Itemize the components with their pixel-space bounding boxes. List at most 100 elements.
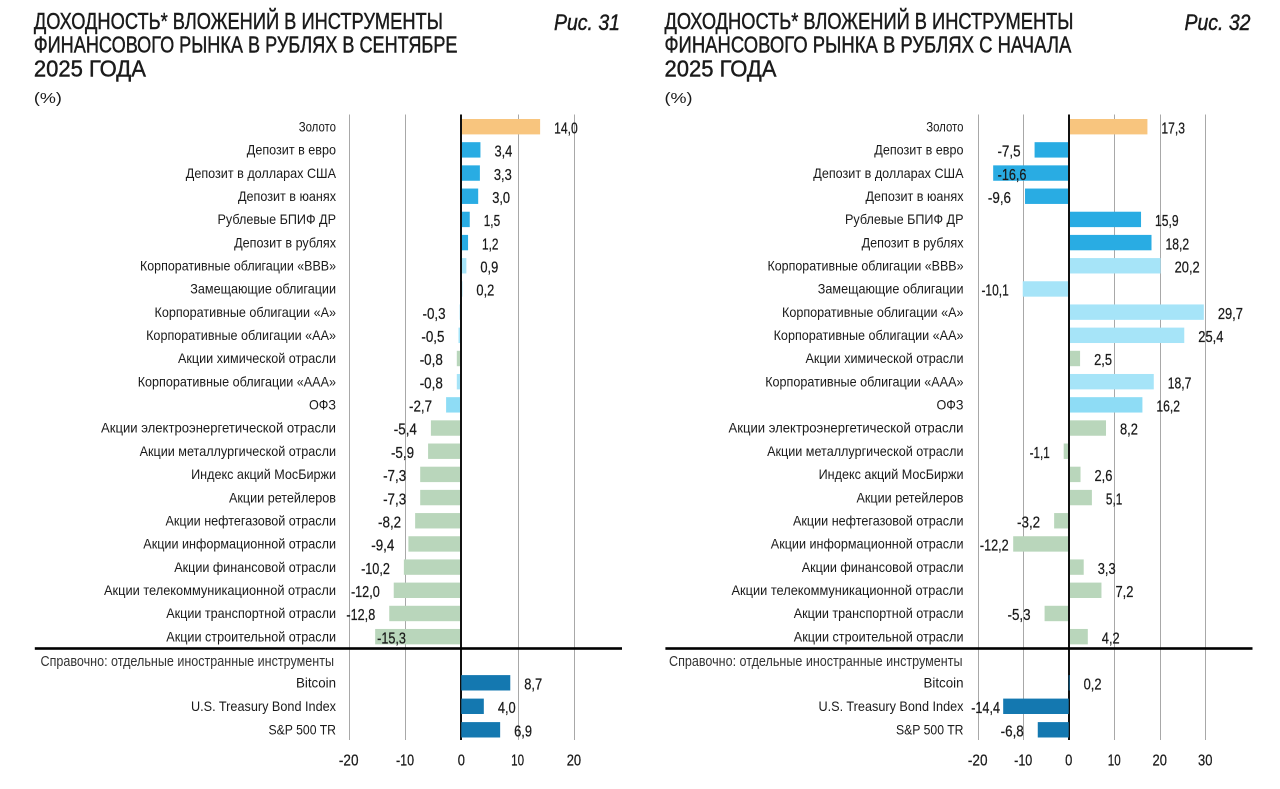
svg-text:Депозит в рублях: Депозит в рублях (862, 234, 964, 250)
svg-text:Депозит в рублях: Депозит в рублях (234, 234, 336, 250)
svg-text:-8,2: -8,2 (378, 514, 401, 531)
svg-text:Депозит в евро: Депозит в евро (874, 142, 963, 158)
svg-text:Рублевые БПИФ ДР: Рублевые БПИФ ДР (845, 211, 964, 227)
svg-text:U.S. Treasury Bond Index: U.S. Treasury Bond Index (819, 698, 964, 714)
svg-text:-0,8: -0,8 (420, 375, 443, 392)
svg-text:S&P 500 TR: S&P 500 TR (896, 722, 964, 738)
svg-text:-7,5: -7,5 (997, 144, 1020, 161)
svg-text:1,2: 1,2 (482, 236, 498, 253)
svg-text:ОФЗ: ОФЗ (309, 397, 336, 413)
svg-text:Акции химической отрасли: Акции химической отрасли (806, 350, 964, 366)
svg-text:ОФЗ: ОФЗ (937, 397, 964, 413)
svg-text:-20: -20 (968, 752, 988, 769)
svg-text:15,9: 15,9 (1155, 213, 1179, 230)
svg-text:Рис. 31: Рис. 31 (554, 10, 620, 35)
svg-text:-0,8: -0,8 (420, 352, 443, 369)
svg-text:20: 20 (567, 752, 581, 769)
svg-text:-7,3: -7,3 (383, 491, 406, 508)
svg-text:10: 10 (511, 752, 524, 769)
svg-text:6,9: 6,9 (514, 724, 532, 741)
svg-text:16,2: 16,2 (1156, 399, 1180, 416)
svg-text:Корпоративные облигации «ААА»: Корпоративные облигации «ААА» (138, 373, 336, 389)
svg-text:2,5: 2,5 (1094, 352, 1112, 369)
svg-text:Корпоративные облигации «А»: Корпоративные облигации «А» (782, 304, 964, 320)
svg-text:Акции электроэнергетической от: Акции электроэнергетической отрасли (101, 420, 336, 436)
svg-text:Акции химической отрасли: Акции химической отрасли (178, 350, 336, 366)
svg-text:-12,8: -12,8 (346, 607, 375, 624)
svg-text:30: 30 (1198, 752, 1212, 769)
svg-text:-12,2: -12,2 (980, 538, 1009, 555)
svg-text:20: 20 (1153, 752, 1167, 769)
svg-text:Депозит в долларах США: Депозит в долларах США (813, 165, 964, 181)
svg-text:-16,6: -16,6 (998, 167, 1027, 184)
svg-text:ФИНАНСОВОГО РЫНКА В РУБЛЯХ С Н: ФИНАНСОВОГО РЫНКА В РУБЛЯХ С НАЧАЛА (665, 32, 1072, 58)
svg-text:5,1: 5,1 (1106, 491, 1122, 508)
svg-text:Акции информационной отрасли: Акции информационной отрасли (143, 536, 336, 552)
svg-text:-9,4: -9,4 (371, 538, 394, 555)
svg-text:-10: -10 (396, 752, 414, 769)
svg-text:Справочно: отдельные иностранн: Справочно: отдельные иностранные инструм… (669, 653, 963, 670)
svg-text:Акции электроэнергетической от: Акции электроэнергетической отрасли (729, 420, 964, 436)
svg-text:0,2: 0,2 (476, 283, 494, 300)
svg-text:18,7: 18,7 (1168, 375, 1192, 392)
svg-text:-7,3: -7,3 (383, 468, 406, 485)
svg-text:Корпоративные облигации «ВВВ»: Корпоративные облигации «ВВВ» (140, 257, 336, 273)
svg-text:2025 ГОДА: 2025 ГОДА (34, 55, 147, 81)
svg-text:Bitcoin: Bitcoin (296, 675, 336, 691)
svg-text:Корпоративные облигации «АА»: Корпоративные облигации «АА» (146, 327, 336, 343)
svg-text:Замещающие облигации: Замещающие облигации (190, 281, 336, 297)
svg-text:4,2: 4,2 (1102, 630, 1120, 647)
svg-text:Акции нефтегазовой отрасли: Акции нефтегазовой отрасли (166, 512, 337, 528)
svg-text:S&P 500 TR: S&P 500 TR (269, 722, 337, 738)
svg-text:17,3: 17,3 (1161, 120, 1185, 137)
svg-text:Золото: Золото (926, 118, 963, 134)
svg-text:U.S. Treasury Bond Index: U.S. Treasury Bond Index (191, 698, 336, 714)
svg-text:-1,1: -1,1 (1030, 445, 1050, 462)
svg-text:-20: -20 (339, 752, 359, 769)
svg-text:Депозит в евро: Депозит в евро (247, 142, 336, 158)
svg-text:Акции финансовой отрасли: Акции финансовой отрасли (174, 559, 336, 575)
svg-text:Депозит в юанях: Депозит в юанях (238, 188, 336, 204)
svg-text:Депозит в долларах США: Депозит в долларах США (186, 165, 337, 181)
svg-text:1,5: 1,5 (484, 213, 500, 230)
svg-text:Индекс акций МосБиржи: Индекс акций МосБиржи (819, 466, 964, 482)
svg-text:-12,0: -12,0 (351, 584, 380, 601)
svg-text:3,3: 3,3 (494, 167, 512, 184)
svg-text:-9,6: -9,6 (988, 190, 1011, 207)
svg-text:Акции финансовой отрасли: Акции финансовой отрасли (802, 559, 964, 575)
svg-text:Bitcoin: Bitcoin (924, 675, 964, 691)
svg-text:Акции строительной отрасли: Акции строительной отрасли (794, 628, 964, 644)
svg-text:-6,8: -6,8 (1001, 724, 1024, 741)
svg-text:Акции ретейлеров: Акции ретейлеров (229, 489, 336, 505)
svg-text:Акции металлургической отрасли: Акции металлургической отрасли (767, 443, 963, 459)
svg-text:-14,4: -14,4 (971, 700, 1000, 717)
svg-text:Корпоративные облигации «А»: Корпоративные облигации «А» (155, 304, 337, 320)
svg-text:Индекс акций МосБиржи: Индекс акций МосБиржи (191, 466, 336, 482)
svg-text:Акции металлургической отрасли: Акции металлургической отрасли (140, 443, 336, 459)
svg-text:-0,5: -0,5 (421, 329, 444, 346)
svg-text:-10,1: -10,1 (981, 283, 1008, 300)
svg-text:-5,9: -5,9 (391, 445, 414, 462)
svg-text:0,2: 0,2 (1084, 677, 1102, 694)
svg-text:ДОХОДНОСТЬ* ВЛОЖЕНИЙ В ИНСТРУМ: ДОХОДНОСТЬ* ВЛОЖЕНИЙ В ИНСТРУМЕНТЫ (34, 7, 443, 34)
svg-text:-10: -10 (1014, 752, 1032, 769)
svg-text:Акции ретейлеров: Акции ретейлеров (857, 489, 964, 505)
svg-text:Акции строительной отрасли: Акции строительной отрасли (166, 628, 336, 644)
svg-text:ФИНАНСОВОГО РЫНКА В РУБЛЯХ В С: ФИНАНСОВОГО РЫНКА В РУБЛЯХ В СЕНТЯБРЕ (34, 32, 458, 58)
svg-text:0,9: 0,9 (480, 259, 498, 276)
svg-text:Акции телекоммуникационной отр: Акции телекоммуникационной отрасли (732, 582, 964, 598)
svg-text:Справочно: отдельные иностранн: Справочно: отдельные иностранные инструм… (41, 653, 335, 670)
svg-text:14,0: 14,0 (554, 120, 578, 137)
svg-text:2,6: 2,6 (1095, 468, 1113, 485)
svg-text:25,4: 25,4 (1198, 329, 1223, 346)
svg-text:10: 10 (1108, 752, 1121, 769)
svg-text:Акции транспортной отрасли: Акции транспортной отрасли (166, 605, 336, 621)
svg-text:Золото: Золото (299, 118, 336, 134)
svg-text:29,7: 29,7 (1218, 306, 1243, 323)
svg-text:-5,4: -5,4 (394, 422, 417, 439)
svg-text:8,2: 8,2 (1120, 422, 1138, 439)
svg-text:8,7: 8,7 (524, 677, 542, 694)
svg-text:ДОХОДНОСТЬ* ВЛОЖЕНИЙ В ИНСТРУМ: ДОХОДНОСТЬ* ВЛОЖЕНИЙ В ИНСТРУМЕНТЫ (665, 7, 1074, 34)
svg-text:-3,2: -3,2 (1017, 514, 1040, 531)
svg-text:3,3: 3,3 (1098, 561, 1116, 578)
